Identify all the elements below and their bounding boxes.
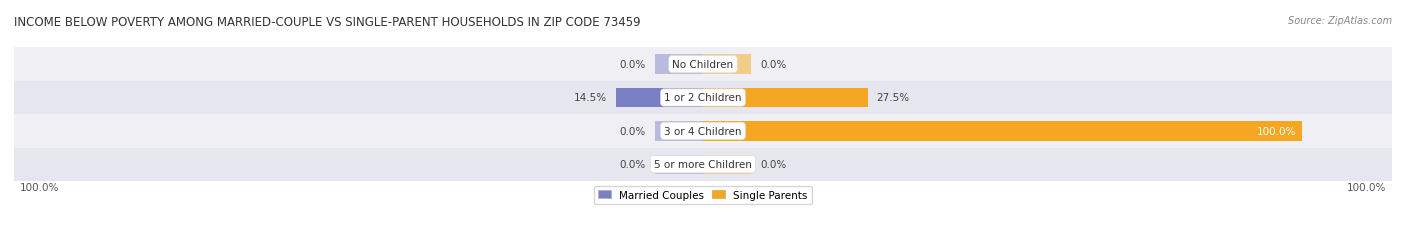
Text: No Children: No Children xyxy=(672,60,734,70)
Text: 100.0%: 100.0% xyxy=(20,182,59,192)
Legend: Married Couples, Single Parents: Married Couples, Single Parents xyxy=(595,186,811,204)
Bar xyxy=(703,88,868,108)
Bar xyxy=(703,155,751,174)
Bar xyxy=(14,148,1392,181)
Text: 0.0%: 0.0% xyxy=(759,160,786,170)
Text: 100.0%: 100.0% xyxy=(1257,126,1296,136)
Bar xyxy=(14,115,1392,148)
Bar xyxy=(14,82,1392,115)
Text: 0.0%: 0.0% xyxy=(759,60,786,70)
Text: 1 or 2 Children: 1 or 2 Children xyxy=(664,93,742,103)
Bar xyxy=(14,48,1392,82)
Bar xyxy=(703,122,1302,141)
Text: Source: ZipAtlas.com: Source: ZipAtlas.com xyxy=(1288,16,1392,26)
Bar xyxy=(703,55,751,74)
Text: 0.0%: 0.0% xyxy=(620,60,647,70)
Text: INCOME BELOW POVERTY AMONG MARRIED-COUPLE VS SINGLE-PARENT HOUSEHOLDS IN ZIP COD: INCOME BELOW POVERTY AMONG MARRIED-COUPL… xyxy=(14,16,641,29)
Bar xyxy=(703,88,868,108)
Text: 14.5%: 14.5% xyxy=(574,93,607,103)
Text: 3 or 4 Children: 3 or 4 Children xyxy=(664,126,742,136)
Bar xyxy=(616,88,703,108)
Text: 5 or more Children: 5 or more Children xyxy=(654,160,752,170)
Bar xyxy=(655,122,703,141)
Bar xyxy=(655,55,703,74)
Text: 27.5%: 27.5% xyxy=(877,93,910,103)
Bar xyxy=(616,88,703,108)
Bar xyxy=(703,122,1302,141)
Bar xyxy=(655,155,703,174)
Text: 100.0%: 100.0% xyxy=(1347,182,1386,192)
Text: 0.0%: 0.0% xyxy=(620,160,647,170)
Text: 0.0%: 0.0% xyxy=(620,126,647,136)
